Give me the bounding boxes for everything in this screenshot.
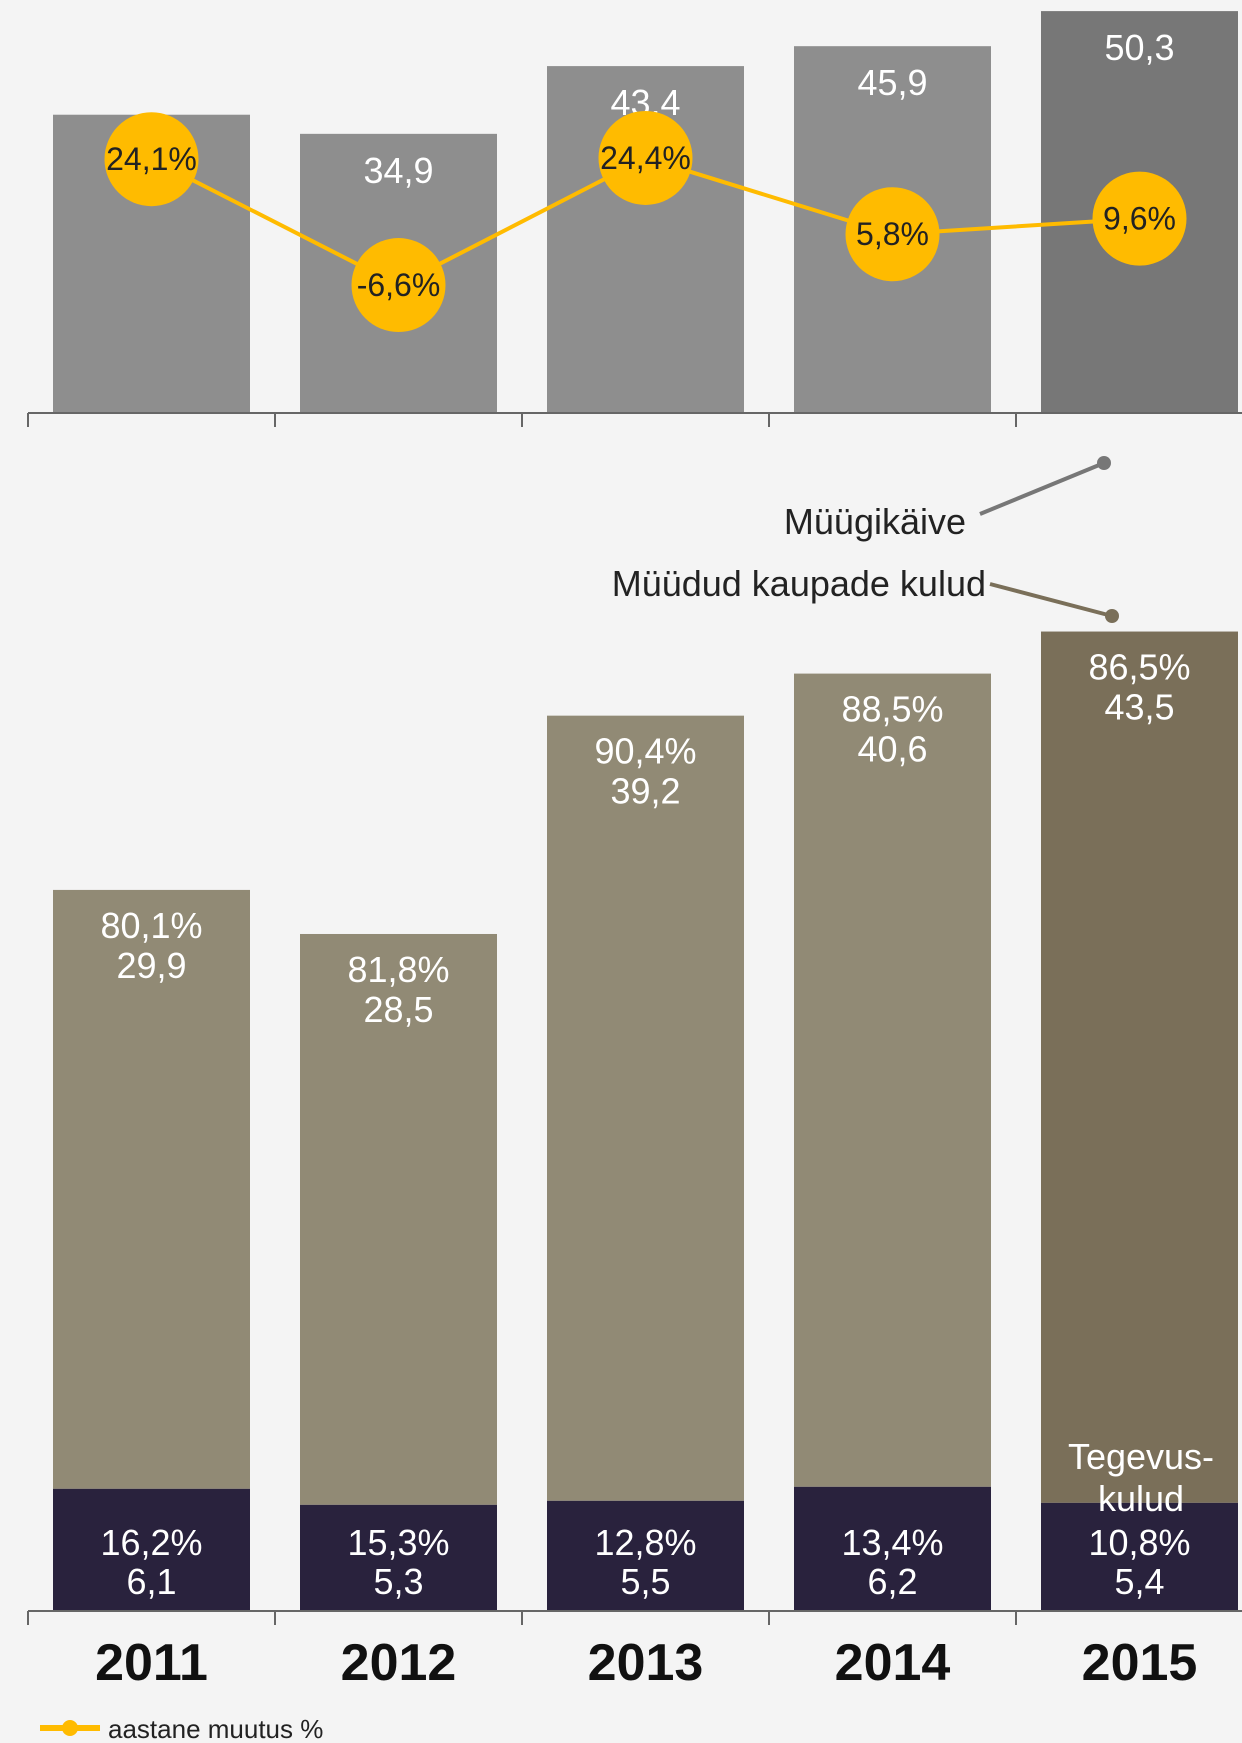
year-tick-label: 2013 xyxy=(588,1634,704,1692)
growth-value-label: 24,4% xyxy=(600,140,691,176)
growth-value-label: 5,8% xyxy=(856,216,929,252)
cogs-share-label: 88,5% xyxy=(841,689,943,730)
opex-value-label: 5,5 xyxy=(620,1561,670,1602)
growth-marker xyxy=(598,110,693,205)
growth-marker xyxy=(351,238,446,333)
legend-marker xyxy=(62,1720,78,1736)
bottom-x-axis: 2011 2012 2013 2014 2015 xyxy=(27,1610,1242,1692)
opex-value-label: 6,2 xyxy=(867,1561,917,1602)
opex-bar xyxy=(300,1504,497,1611)
cogs-value-label: 28,5 xyxy=(363,989,433,1030)
growth-marker xyxy=(104,112,199,207)
cogs-value-label: 39,2 xyxy=(610,771,680,812)
cogs-leader-dot xyxy=(1105,609,1119,623)
opex-bar xyxy=(1041,1502,1238,1611)
opex-value-label: 5,3 xyxy=(373,1561,423,1602)
opex-share-label: 15,3% xyxy=(347,1522,449,1563)
cogs-bar xyxy=(300,933,497,1505)
sales-value-label: 34,9 xyxy=(363,150,433,191)
cogs-share-label: 80,1% xyxy=(100,905,202,946)
cogs-value-label: 40,6 xyxy=(857,729,927,770)
sales-annotation: Müügikäive xyxy=(784,456,1111,542)
growth-value-label: 24,1% xyxy=(106,141,197,177)
opex-share-label: 12,8% xyxy=(594,1522,696,1563)
sales-value-label: 45,9 xyxy=(857,62,927,103)
growth-marker xyxy=(845,187,940,282)
cogs-annotation: Müüdud kaupade kulud xyxy=(612,563,1119,623)
cogs-leader-line xyxy=(989,582,1113,618)
growth-marker xyxy=(1092,171,1187,266)
growth-line-group: 24,1% -6,6% 24,4% 5,8% 9,6% xyxy=(104,110,1187,333)
opex-value-label: 6,1 xyxy=(126,1561,176,1602)
sales-leader-dot xyxy=(1097,456,1111,470)
growth-value-label: -6,6% xyxy=(357,267,441,303)
opex-share-label: 10,8% xyxy=(1088,1522,1190,1563)
cogs-share-label: 90,4% xyxy=(594,731,696,772)
cogs-share-label: 86,5% xyxy=(1088,647,1190,688)
top-x-axis xyxy=(27,412,1242,427)
cogs-value-label: 43,5 xyxy=(1104,687,1174,728)
year-tick-label: 2015 xyxy=(1082,1634,1198,1692)
cogs-bar xyxy=(547,715,744,1501)
legend-label: aastane muutus % xyxy=(108,1714,323,1743)
sales-bars-group: 37,334,943,445,950,3 xyxy=(53,11,1238,413)
opex-bar xyxy=(547,1500,744,1611)
legend: aastane muutus % xyxy=(40,1714,323,1743)
opex-bar xyxy=(794,1486,991,1611)
opex-share-label: 13,4% xyxy=(841,1522,943,1563)
cogs-bar xyxy=(794,673,991,1487)
sales-value-label: 50,3 xyxy=(1104,27,1174,68)
opex-bar xyxy=(53,1488,250,1611)
growth-value-label: 9,6% xyxy=(1103,201,1176,237)
opex-value-label: 5,4 xyxy=(1114,1561,1164,1602)
sales-annotation-label: Müügikäive xyxy=(784,501,966,542)
cogs-annotation-label: Müüdud kaupade kulud xyxy=(612,563,986,604)
cost-bars-group: 80,1%29,9 16,2%6,1 81,8%28,5 15,3%5,3 90,4%3… xyxy=(53,631,1238,1611)
opex-annotation-line2: kulud xyxy=(1098,1478,1184,1519)
opex-annotation-line1: Tegevus- xyxy=(1068,1436,1214,1477)
cogs-bar xyxy=(53,889,250,1489)
opex-annotation: Tegevus- kulud xyxy=(1068,1436,1214,1519)
sales-leader-line xyxy=(979,461,1105,516)
cogs-bar xyxy=(1041,631,1238,1503)
year-tick-label: 2011 xyxy=(95,1634,208,1692)
opex-share-label: 16,2% xyxy=(100,1522,202,1563)
cogs-value-label: 29,9 xyxy=(116,945,186,986)
cogs-share-label: 81,8% xyxy=(347,949,449,990)
year-tick-label: 2012 xyxy=(341,1634,457,1692)
year-tick-label: 2014 xyxy=(835,1634,951,1692)
